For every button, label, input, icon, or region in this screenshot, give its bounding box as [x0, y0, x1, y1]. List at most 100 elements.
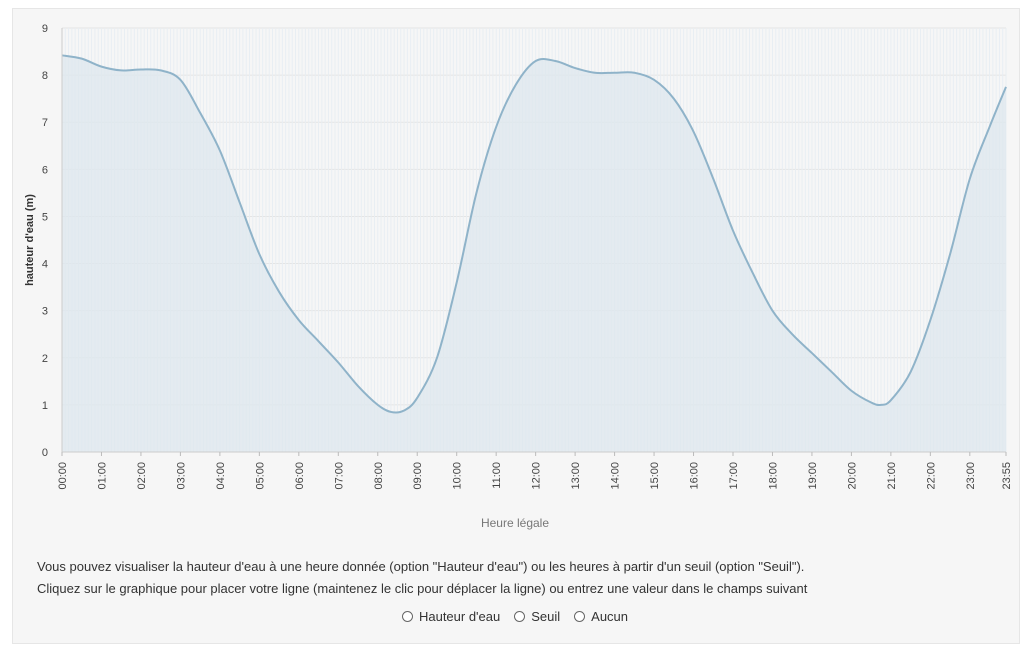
x-tick-label: 19:00 [807, 462, 819, 490]
info-line-2: Cliquez sur le graphique pour placer vot… [37, 581, 808, 596]
tide-chart[interactable]: 0 1 2 3 4 5 6 7 8 9 00:00 01:00 02:00 03:00 04:00 05:00… [0, 0, 1030, 520]
tide-point [712, 178, 714, 180]
tide-point [850, 390, 852, 392]
tide-point [377, 404, 379, 406]
option-seuil-label: Seuil [531, 609, 561, 624]
x-tick-label: 18:00 [767, 462, 779, 490]
x-tick-label: 03:00 [175, 462, 187, 490]
x-tick-label: 16:00 [689, 462, 701, 490]
x-tick-label: 14:00 [610, 462, 622, 490]
x-tick-label: 13:00 [570, 462, 582, 490]
option-hauteur-deau-label: Hauteur d'eau [418, 609, 501, 624]
y-tick-label: 9 [42, 23, 48, 35]
tide-point [416, 397, 418, 399]
tide-point [752, 272, 754, 274]
x-tick-label: 11:00 [491, 462, 503, 489]
option-seuil[interactable]: Seuil [514, 609, 560, 624]
tide-point [298, 319, 300, 321]
tide-point [140, 68, 142, 70]
radio-seuil[interactable] [514, 611, 526, 622]
tide-line [61, 54, 1007, 414]
tide-point [594, 72, 596, 74]
tide-point [179, 79, 181, 81]
radio-hauteur-deau[interactable] [401, 611, 413, 622]
info-text: Vous pouvez visualiser la hauteur d'eau … [37, 556, 1017, 600]
tide-point [811, 352, 813, 354]
x-tick-label: 23:55 [1001, 462, 1013, 490]
x-tick-label: 09:00 [412, 462, 424, 490]
x-tick-label: 10:00 [452, 462, 464, 490]
tide-point [534, 60, 536, 62]
x-tick-label: 12:00 [531, 462, 543, 490]
tide-point [890, 399, 892, 401]
tide-point [574, 67, 576, 69]
tide-area [62, 55, 1006, 453]
x-tick-label: 23:00 [965, 462, 977, 490]
tide-point [613, 72, 615, 74]
x-axis-label: Heure légale [480, 516, 550, 530]
tide-point [633, 72, 635, 74]
tide-point [870, 401, 872, 403]
tide-point [495, 126, 497, 128]
x-tick-label: 06:00 [294, 462, 306, 490]
x-tick-label: 08:00 [373, 462, 385, 490]
y-tick-label: 1 [42, 400, 48, 412]
y-tick-label: 2 [42, 353, 48, 365]
tide-point [100, 65, 102, 67]
x-tick-label: 21:00 [886, 462, 898, 490]
tide-point [475, 192, 477, 194]
y-tick-label: 8 [42, 70, 48, 82]
tide-point [159, 69, 161, 71]
tide-point [969, 178, 971, 180]
tide-point [1005, 86, 1007, 88]
y-tick-label: 3 [42, 306, 48, 318]
tide-point [949, 253, 951, 255]
tide-point [456, 281, 458, 283]
tide-point [337, 361, 339, 363]
tide-point [436, 357, 438, 359]
y-tick-label: 7 [42, 117, 48, 129]
x-tick-label: 02:00 [136, 462, 148, 490]
tide-point [81, 57, 83, 59]
tide-point [909, 371, 911, 373]
radio-aucun[interactable] [574, 611, 586, 622]
tide-point [692, 130, 694, 132]
tide-point [791, 333, 793, 335]
tide-point [278, 291, 280, 293]
tide-point [929, 319, 931, 321]
option-aucun[interactable]: Aucun [574, 609, 628, 624]
x-tick-label: 17:00 [728, 462, 740, 490]
x-tick-label: 20:00 [846, 462, 858, 490]
x-tick-label: 00:00 [57, 462, 69, 490]
tide-point [403, 409, 405, 411]
tide-point [258, 253, 260, 255]
tide-point [732, 229, 734, 231]
info-line-1: Vous pouvez visualiser la hauteur d'eau … [37, 559, 805, 574]
tide-point [653, 79, 655, 81]
option-radio-group: Hauteur d'eau Seuil Aucun [0, 609, 1030, 624]
option-aucun-label: Aucun [591, 609, 629, 624]
y-tick-label: 5 [42, 211, 48, 223]
tide-point [880, 404, 882, 406]
tide-point [771, 309, 773, 311]
x-tick-label: 15:00 [649, 462, 661, 490]
tide-point [988, 126, 990, 128]
x-tick-label: 22:00 [925, 462, 937, 490]
y-tick-label: 6 [42, 164, 48, 176]
tide-point [830, 371, 832, 373]
y-tick-label: 4 [42, 259, 48, 271]
y-tick-label: 0 [42, 447, 48, 459]
tide-point [554, 60, 556, 62]
option-hauteur-deau[interactable]: Hauteur d'eau [401, 609, 501, 624]
x-tick-label: 04:00 [215, 462, 227, 490]
tide-point [515, 83, 517, 85]
tide-point [357, 385, 359, 387]
y-axis-label: hauteur d'eau (m) [24, 194, 36, 286]
tide-point [390, 411, 392, 413]
tide-point [673, 97, 675, 99]
x-tick-label: 07:00 [333, 462, 345, 490]
x-tick-label: 05:00 [254, 462, 266, 490]
tide-point [317, 340, 319, 342]
x-tick-label: 01:00 [96, 462, 108, 490]
tide-point [219, 149, 221, 151]
